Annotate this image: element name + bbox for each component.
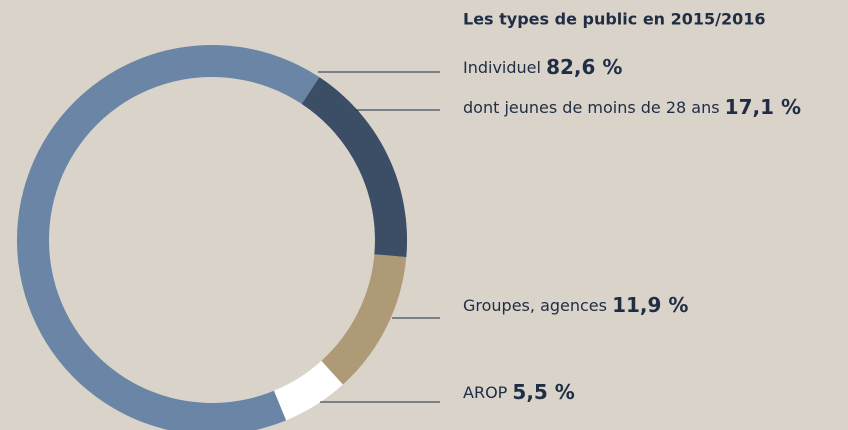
chart-title: Les types de public en 2015/2016 — [463, 10, 766, 29]
value-label: 5,5 % — [512, 380, 574, 404]
value-label: 17,1 % — [725, 95, 801, 119]
donut-segment — [321, 254, 407, 385]
label: dont jeunes de moins de 28 ans — [463, 98, 720, 117]
donut-segment — [301, 77, 407, 257]
label: Groupes, agences — [463, 296, 607, 315]
legend-entry: dont jeunes de moins de 28 ans 17,1 % — [463, 95, 801, 119]
label: Individuel — [463, 58, 541, 77]
donut-segment — [274, 360, 343, 421]
legend-entry: Groupes, agences 11,9 % — [463, 293, 688, 317]
legend-entry: AROP 5,5 % — [463, 380, 575, 404]
value-label: 11,9 % — [612, 293, 688, 317]
legend-entry: Individuel 82,6 % — [463, 55, 622, 79]
label: AROP — [463, 383, 508, 402]
value-label: 82,6 % — [546, 55, 622, 79]
